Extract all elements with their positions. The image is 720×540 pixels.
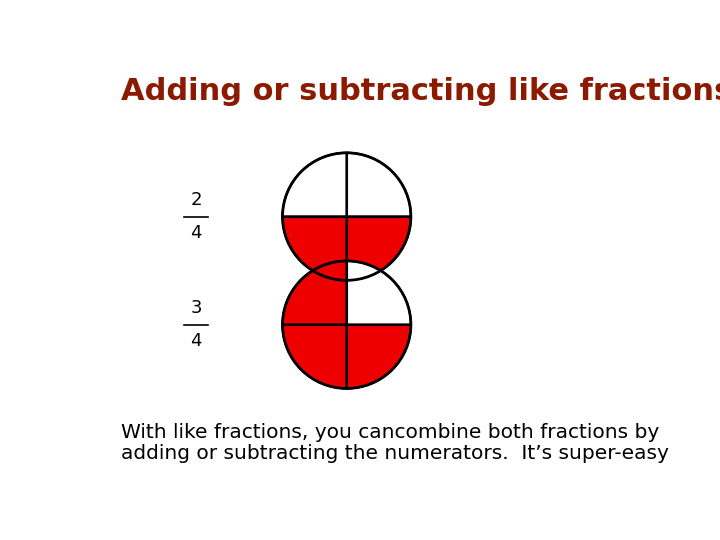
- Text: 4: 4: [190, 224, 202, 242]
- Polygon shape: [347, 261, 411, 325]
- Polygon shape: [347, 325, 411, 388]
- Polygon shape: [282, 217, 347, 280]
- Polygon shape: [282, 325, 347, 388]
- Polygon shape: [282, 153, 347, 217]
- Text: With like fractions, you cancombine both fractions by: With like fractions, you cancombine both…: [121, 423, 659, 442]
- Text: 4: 4: [190, 332, 202, 350]
- Polygon shape: [347, 153, 411, 217]
- Text: adding or subtracting the numerators.  It’s super-easy: adding or subtracting the numerators. It…: [121, 444, 669, 463]
- Polygon shape: [282, 261, 347, 325]
- Text: 2: 2: [190, 191, 202, 209]
- Text: 3: 3: [190, 299, 202, 317]
- Text: Adding or subtracting like fractions: Adding or subtracting like fractions: [121, 77, 720, 106]
- Polygon shape: [347, 217, 411, 280]
